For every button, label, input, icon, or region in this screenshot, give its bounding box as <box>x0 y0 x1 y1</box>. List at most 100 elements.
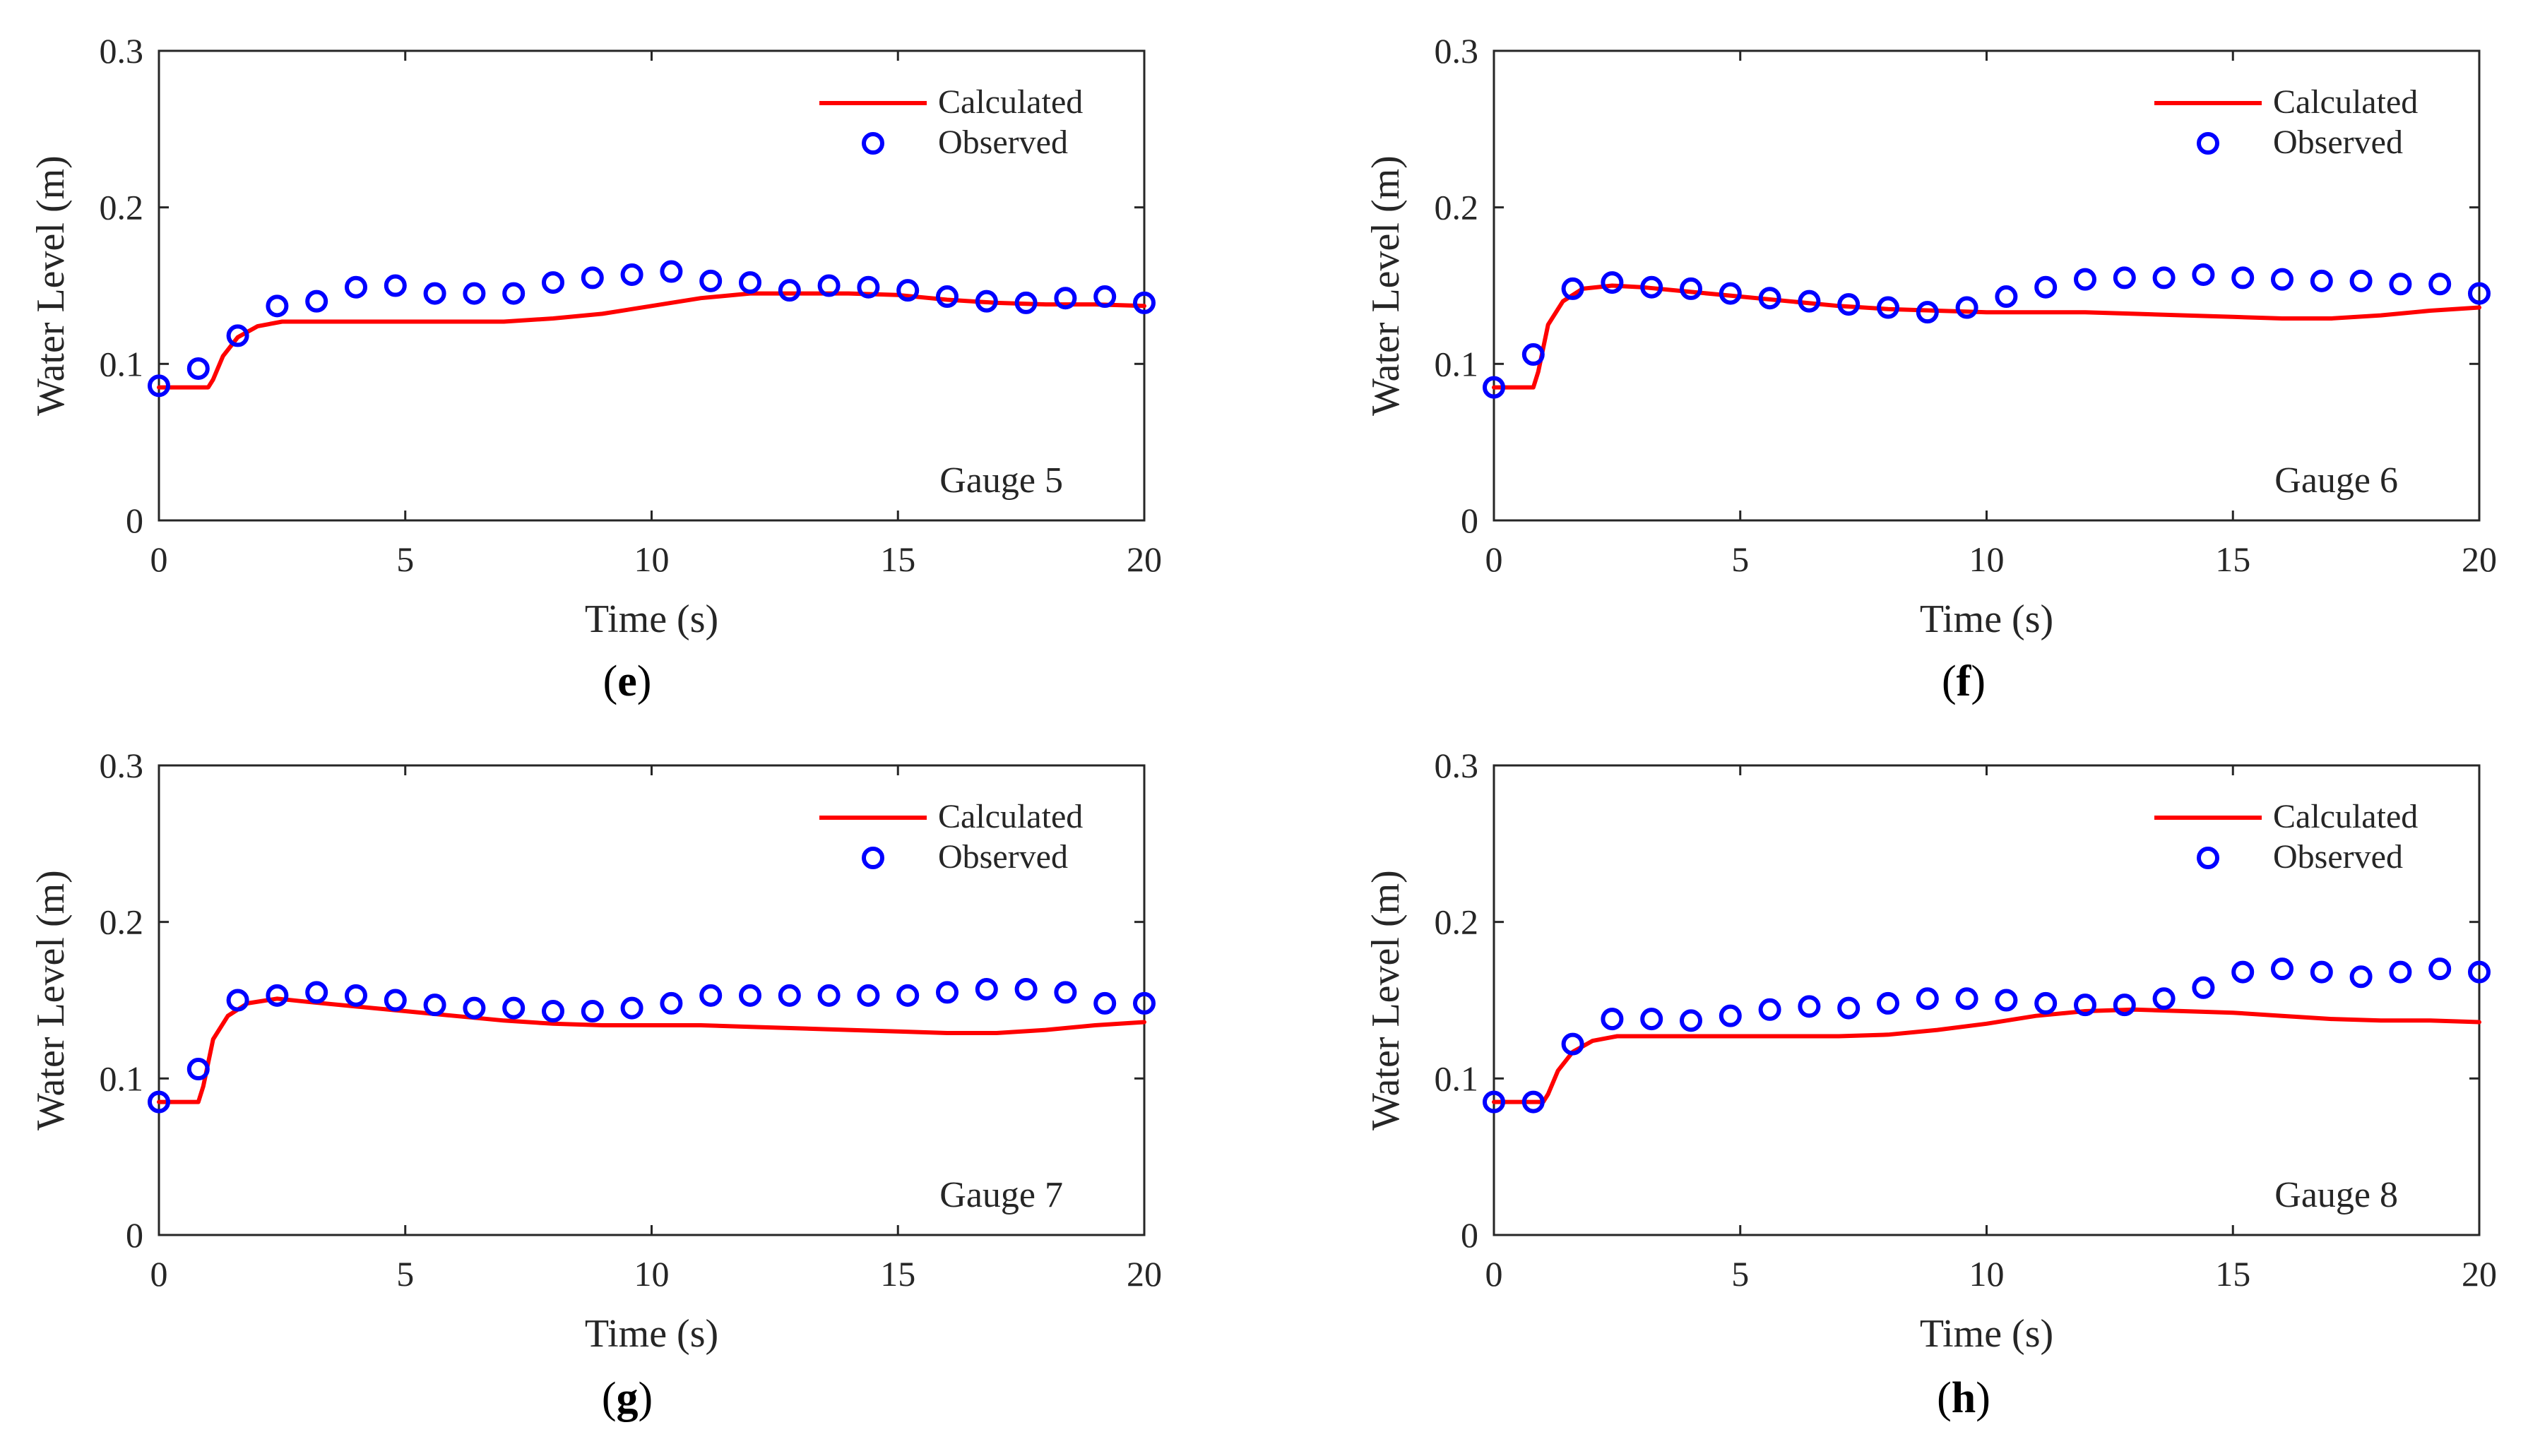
data-point-observed <box>1995 285 2018 309</box>
data-point-observed <box>1054 287 1077 310</box>
data-point-observed <box>305 981 328 1004</box>
chart-panel-g: 0 5 10 15 20 0 0.1 0.2 0.3 Time (s) Water Level (m… <box>29 746 1162 1422</box>
data-point-observed <box>699 269 723 292</box>
data-point-observed <box>463 282 486 305</box>
data-point-observed <box>2389 960 2412 984</box>
x-tick-label: 20 <box>2462 1254 2497 1294</box>
data-point-observed <box>2310 269 2333 292</box>
gauge-annotation: Gauge 6 <box>2274 460 2398 501</box>
data-point-observed <box>542 271 564 294</box>
caption-close-paren: ) <box>1971 657 1986 705</box>
legend-label-observed: Observed <box>938 838 1068 876</box>
data-point-observed <box>226 989 249 1012</box>
x-axis-label: Time (s) <box>1920 597 2053 641</box>
caption-letter: g <box>617 1374 639 1422</box>
data-point-observed <box>2349 269 2373 292</box>
caption-open-paren: ( <box>602 1374 617 1422</box>
data-point-observed <box>2271 268 2293 291</box>
y-tick-label: 0.2 <box>1435 188 1479 227</box>
data-point-observed <box>1916 987 1939 1010</box>
data-point-observed <box>266 984 289 1007</box>
y-tick-label: 0.2 <box>1435 902 1479 942</box>
x-tick-label: 0 <box>150 539 168 579</box>
data-point-observed <box>423 993 446 1017</box>
data-point-observed <box>778 279 801 302</box>
data-point-observed <box>2428 273 2452 296</box>
x-tick-label: 20 <box>1127 539 1162 579</box>
data-point-observed <box>148 374 170 398</box>
legend-marker-swatch <box>862 847 884 869</box>
data-point-observed <box>2074 268 2096 291</box>
data-point-observed <box>2192 263 2215 286</box>
gauge-annotation: Gauge 8 <box>2274 1175 2398 1215</box>
data-point-observed <box>2034 991 2058 1015</box>
legend-label-calculated: Calculated <box>2273 83 2418 121</box>
data-point-observed <box>1719 1004 1742 1027</box>
x-tick-label: 5 <box>1731 1254 1749 1294</box>
data-point-observed <box>2152 266 2176 290</box>
data-point-observed <box>699 984 723 1007</box>
y-tick-label: 0.3 <box>1435 746 1479 785</box>
data-point-observed <box>502 996 526 1020</box>
caption-close-paren: ) <box>637 657 652 705</box>
data-point-observed <box>2389 273 2412 296</box>
data-point-observed <box>620 996 643 1020</box>
legend-marker-swatch <box>862 132 884 155</box>
series-line-calculated <box>157 291 1146 390</box>
data-point-observed <box>2113 993 2136 1017</box>
x-tick-label: 0 <box>150 1254 168 1294</box>
series-line-calculated <box>1492 283 2481 390</box>
data-point-observed <box>857 275 880 299</box>
y-tick-label: 0.3 <box>1435 31 1479 71</box>
data-point-observed <box>1133 291 1156 314</box>
y-tick-label: 0.1 <box>1435 1058 1479 1098</box>
caption-close-paren: ) <box>639 1374 653 1422</box>
x-axis-label: Time (s) <box>1920 1312 2053 1356</box>
x-tick-label: 5 <box>396 1254 414 1294</box>
data-point-observed <box>2034 275 2058 299</box>
x-tick-label: 15 <box>2215 1254 2250 1294</box>
data-point-observed <box>2468 960 2491 984</box>
x-tick-label: 20 <box>1127 1254 1162 1294</box>
data-point-observed <box>817 984 841 1007</box>
series-line-calculated <box>157 996 1146 1104</box>
x-tick-label: 0 <box>1485 539 1503 579</box>
caption-letter: f <box>1957 657 1972 705</box>
data-point-observed <box>1916 301 1939 324</box>
data-point-observed <box>2271 957 2293 981</box>
data-point-observed <box>423 282 446 305</box>
caption-letter: h <box>1952 1374 1976 1422</box>
x-tick-label: 0 <box>1485 1254 1503 1294</box>
data-point-observed <box>345 984 367 1007</box>
x-axis-label: Time (s) <box>585 597 718 641</box>
data-point-observed <box>1601 271 1624 294</box>
legend-marker-swatch <box>2197 132 2219 155</box>
y-tick-label: 0 <box>1461 1215 1478 1255</box>
panel-caption: (f) <box>1942 657 1986 705</box>
data-point-observed <box>660 991 683 1015</box>
y-tick-label: 0.3 <box>100 31 144 71</box>
data-point-observed <box>896 279 920 302</box>
y-tick-label: 0.2 <box>100 902 144 942</box>
data-point-observed <box>2152 987 2176 1010</box>
data-point-observed <box>1133 991 1156 1015</box>
data-point-observed <box>226 324 249 347</box>
y-tick-label: 0.1 <box>100 1058 144 1098</box>
y-axis-label: Water Level (m) <box>1364 870 1408 1130</box>
data-point-observed <box>1680 277 1702 300</box>
data-point-observed <box>1758 998 1781 1021</box>
gauge-annotation: Gauge 5 <box>939 460 1063 501</box>
data-point-observed <box>660 260 683 283</box>
x-tick-label: 15 <box>880 539 915 579</box>
x-tick-label: 10 <box>634 1254 670 1294</box>
data-point-observed <box>1483 1090 1505 1114</box>
x-tick-label: 15 <box>2215 539 2250 579</box>
data-point-observed <box>1093 991 1117 1015</box>
legend-label-calculated: Calculated <box>938 798 1083 835</box>
data-point-observed <box>502 282 526 305</box>
data-point-observed <box>1521 1090 1545 1114</box>
x-tick-label: 10 <box>634 539 670 579</box>
chart-panel-h: 0 5 10 15 20 0 0.1 0.2 0.3 Time (s) Water Level (m… <box>1364 746 2497 1422</box>
data-point-observed <box>1640 1008 1663 1031</box>
y-tick-label: 0.1 <box>1435 344 1479 383</box>
